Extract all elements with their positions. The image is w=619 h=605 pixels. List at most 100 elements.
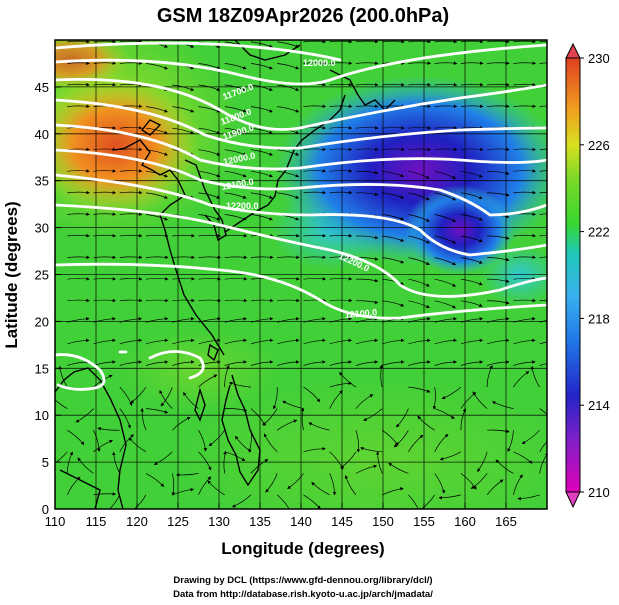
chart-title: GSM 18Z09Apr2026 (200.0hPa) bbox=[157, 5, 449, 27]
streamline bbox=[460, 278, 483, 286]
contour-9 bbox=[55, 262, 547, 320]
streamline bbox=[408, 126, 431, 130]
streamline bbox=[300, 407, 305, 431]
x-tick-label: 145 bbox=[331, 514, 353, 529]
y-tick-label: 45 bbox=[35, 80, 49, 95]
streamline bbox=[303, 446, 326, 453]
streamline bbox=[198, 338, 221, 345]
streamline bbox=[513, 255, 536, 259]
contour-label-7: 12200.0 bbox=[226, 201, 259, 211]
streamline bbox=[539, 341, 547, 345]
streamline bbox=[460, 257, 483, 264]
streamline bbox=[145, 192, 168, 199]
streamline bbox=[198, 63, 221, 70]
streamline bbox=[145, 473, 165, 487]
streamline bbox=[460, 408, 466, 431]
streamline bbox=[277, 41, 300, 48]
streamline bbox=[277, 149, 300, 156]
streamline bbox=[277, 338, 300, 345]
streamline bbox=[93, 338, 116, 345]
streamline bbox=[539, 363, 547, 366]
china-coast bbox=[114, 139, 225, 356]
credit-line-2: Data from http://database.rish.kyoto-u.a… bbox=[173, 589, 433, 600]
streamline bbox=[119, 360, 143, 366]
streamline bbox=[460, 61, 484, 65]
streamline bbox=[382, 214, 405, 221]
streamline bbox=[67, 40, 90, 44]
streamline bbox=[379, 364, 383, 388]
streamline bbox=[128, 437, 147, 453]
streamline bbox=[539, 213, 547, 215]
streamline bbox=[329, 126, 353, 130]
streamline bbox=[539, 191, 547, 194]
colorbar-ticks: 210 214 218 222 226 230 bbox=[580, 51, 610, 500]
streamline bbox=[486, 365, 493, 388]
streamline bbox=[273, 387, 278, 410]
streamline bbox=[434, 317, 457, 323]
x-axis: 110 115 120 125 130 135 140 145 150 155 160 165 bbox=[45, 503, 517, 529]
streamline bbox=[408, 40, 431, 44]
streamline bbox=[408, 386, 431, 393]
streamline bbox=[119, 298, 143, 303]
streamline bbox=[207, 480, 225, 496]
streamline bbox=[472, 391, 488, 409]
streamline bbox=[434, 433, 449, 452]
vietnam-coast bbox=[55, 367, 127, 509]
streamline bbox=[67, 233, 90, 238]
streamline bbox=[513, 82, 536, 87]
streamline bbox=[460, 338, 484, 345]
streamline bbox=[539, 62, 547, 64]
streamline bbox=[408, 214, 430, 222]
streamline bbox=[360, 446, 383, 453]
streamline bbox=[375, 451, 383, 474]
x-tick-label: 150 bbox=[372, 514, 394, 529]
streamline bbox=[145, 408, 169, 414]
streamline bbox=[93, 317, 116, 323]
streamline bbox=[303, 360, 326, 366]
streamline bbox=[93, 430, 101, 453]
streamline bbox=[460, 300, 483, 307]
gridlines bbox=[55, 40, 547, 509]
streamline bbox=[159, 389, 173, 409]
streamline bbox=[439, 451, 462, 461]
streamline bbox=[75, 408, 94, 423]
x-tick-label: 125 bbox=[167, 514, 189, 529]
streamline bbox=[408, 300, 430, 309]
streamline bbox=[486, 360, 510, 366]
streamline bbox=[145, 127, 168, 135]
streamline bbox=[198, 106, 221, 113]
streamline bbox=[277, 360, 300, 366]
streamline bbox=[119, 212, 143, 216]
streamline bbox=[172, 84, 195, 91]
streamline bbox=[513, 61, 536, 65]
streamline bbox=[198, 214, 221, 221]
streamline bbox=[355, 40, 379, 44]
plot-area: 12000.0 11700.0 11800.0 11900.0 12000.0 … bbox=[55, 40, 547, 509]
streamline bbox=[250, 41, 273, 48]
streamline bbox=[66, 476, 81, 496]
streamline bbox=[67, 277, 90, 281]
streamline bbox=[55, 451, 68, 464]
streamline bbox=[470, 473, 488, 489]
streamline bbox=[250, 170, 273, 178]
streamline bbox=[487, 61, 510, 65]
streamline bbox=[198, 298, 222, 303]
streamline bbox=[183, 392, 199, 409]
streamline bbox=[172, 233, 195, 238]
streamline bbox=[382, 300, 405, 307]
bohai-coast bbox=[140, 119, 162, 136]
streamline bbox=[198, 317, 221, 323]
streamline bbox=[513, 474, 523, 495]
streamline bbox=[175, 473, 199, 477]
streamline bbox=[303, 190, 327, 195]
streamline bbox=[460, 192, 483, 200]
streamline bbox=[67, 429, 85, 446]
streamline bbox=[160, 386, 173, 407]
taiwan bbox=[207, 343, 219, 362]
y-tick-label: 0 bbox=[42, 502, 49, 517]
streamline bbox=[355, 300, 379, 304]
streamline bbox=[303, 104, 327, 108]
streamline bbox=[408, 82, 431, 87]
streamline bbox=[119, 233, 143, 238]
